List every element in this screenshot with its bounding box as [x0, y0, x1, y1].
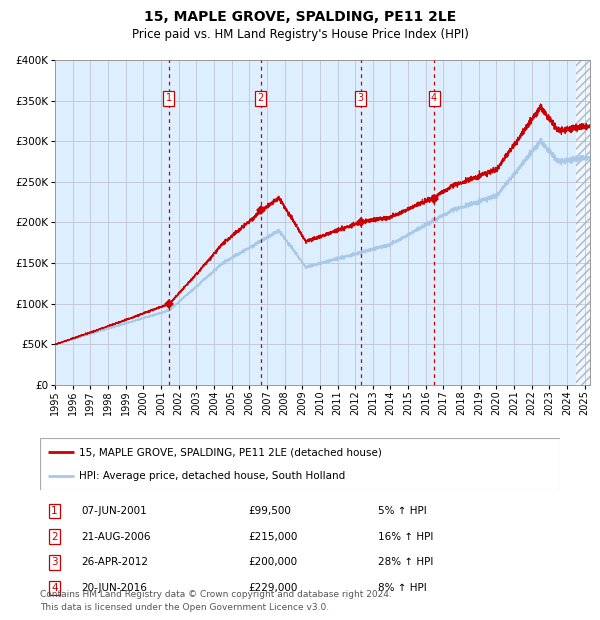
Text: This data is licensed under the Open Government Licence v3.0.: This data is licensed under the Open Gov… — [40, 603, 329, 612]
Text: 07-JUN-2001: 07-JUN-2001 — [82, 506, 148, 516]
Text: 28% ↑ HPI: 28% ↑ HPI — [378, 557, 433, 567]
Text: Contains HM Land Registry data © Crown copyright and database right 2024.: Contains HM Land Registry data © Crown c… — [40, 590, 392, 599]
Text: 15, MAPLE GROVE, SPALDING, PE11 2LE (detached house): 15, MAPLE GROVE, SPALDING, PE11 2LE (det… — [79, 447, 382, 457]
Text: 2: 2 — [257, 93, 263, 103]
Text: 4: 4 — [51, 583, 58, 593]
Text: 3: 3 — [51, 557, 58, 567]
Text: 8% ↑ HPI: 8% ↑ HPI — [378, 583, 427, 593]
Text: £229,000: £229,000 — [248, 583, 298, 593]
Text: 4: 4 — [431, 93, 437, 103]
Text: 15, MAPLE GROVE, SPALDING, PE11 2LE: 15, MAPLE GROVE, SPALDING, PE11 2LE — [144, 10, 456, 24]
Text: £215,000: £215,000 — [248, 532, 298, 542]
Text: Price paid vs. HM Land Registry's House Price Index (HPI): Price paid vs. HM Land Registry's House … — [131, 28, 469, 41]
Text: 1: 1 — [166, 93, 172, 103]
Text: 21-AUG-2006: 21-AUG-2006 — [82, 532, 151, 542]
Text: 16% ↑ HPI: 16% ↑ HPI — [378, 532, 433, 542]
Text: 5% ↑ HPI: 5% ↑ HPI — [378, 506, 427, 516]
Text: HPI: Average price, detached house, South Holland: HPI: Average price, detached house, Sout… — [79, 471, 345, 481]
Text: £99,500: £99,500 — [248, 506, 291, 516]
Text: 2: 2 — [51, 532, 58, 542]
Text: £200,000: £200,000 — [248, 557, 297, 567]
Text: 20-JUN-2016: 20-JUN-2016 — [82, 583, 148, 593]
Text: 3: 3 — [358, 93, 364, 103]
Text: 26-APR-2012: 26-APR-2012 — [82, 557, 149, 567]
Text: 1: 1 — [51, 506, 58, 516]
